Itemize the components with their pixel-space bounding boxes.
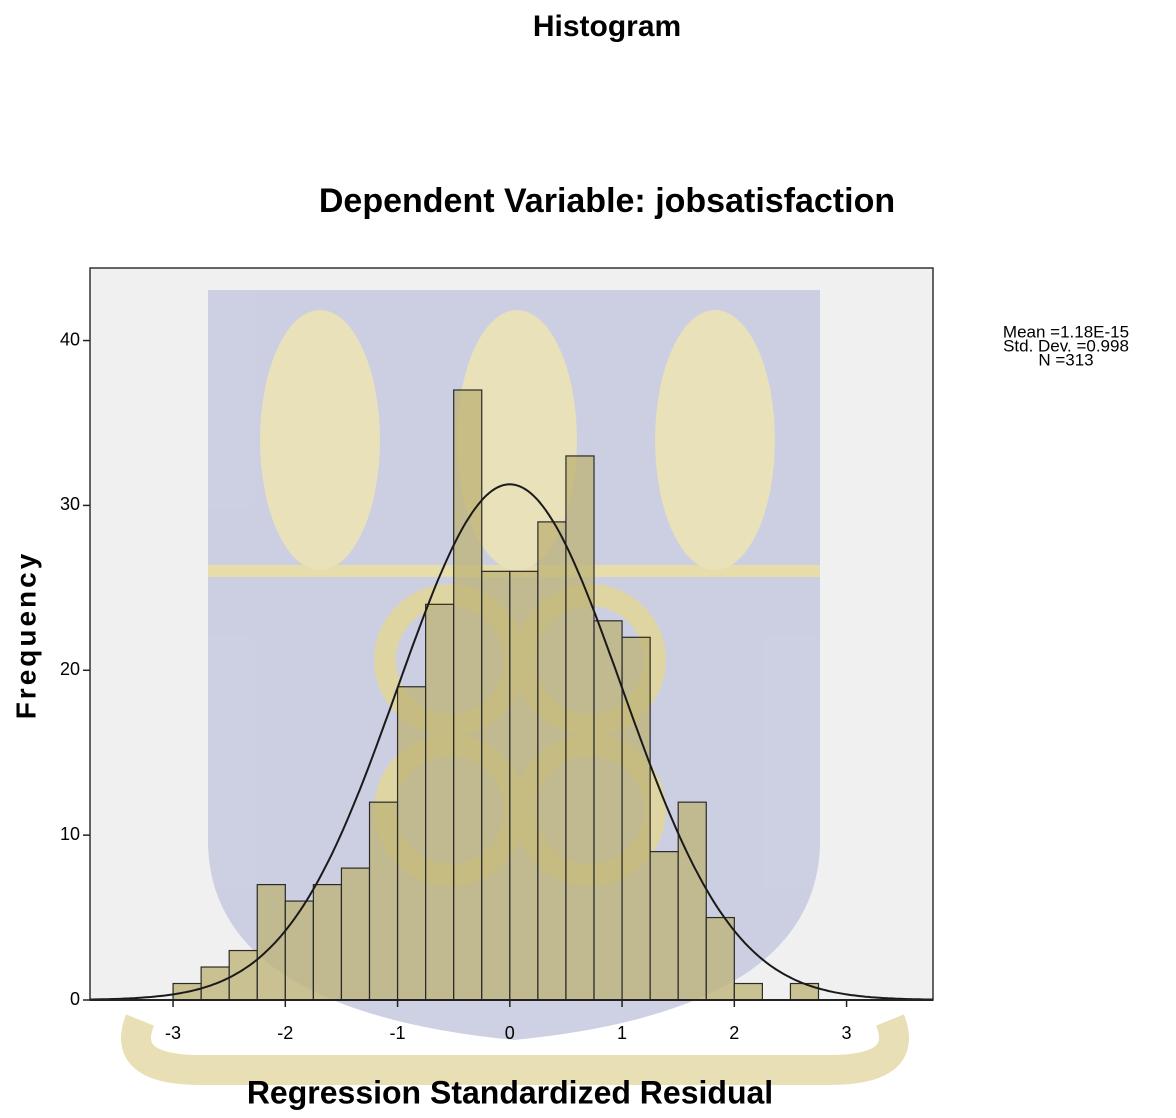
bar (368, 801, 399, 1001)
bar (312, 883, 343, 1001)
x-tick-label: -1 (390, 1023, 406, 1043)
bar (537, 521, 567, 1001)
x-tick-label: 3 (842, 1023, 852, 1043)
x-tick-label: -3 (165, 1023, 181, 1043)
bar (565, 455, 595, 1001)
bar (340, 867, 371, 1001)
bar (509, 570, 539, 1001)
bar (789, 982, 820, 1001)
bar (621, 636, 651, 1001)
bar (733, 982, 763, 1001)
bar (593, 620, 623, 1001)
stat-label: N =313 (1038, 350, 1093, 369)
bar (256, 883, 286, 1001)
bar (677, 801, 707, 1001)
bar (705, 916, 735, 1001)
x-tick-label: 2 (729, 1023, 739, 1043)
chart-title: Histogram (533, 10, 681, 43)
stat-label: Std. Dev. =0.998 (1003, 336, 1129, 355)
x-tick-label: 0 (505, 1023, 515, 1043)
bar (481, 570, 511, 1001)
bar (396, 686, 427, 1001)
x-tick-label: -2 (277, 1023, 293, 1043)
y-tick-label: 10 (60, 824, 80, 844)
bar (425, 603, 455, 1001)
y-tick-label: 20 (60, 659, 80, 679)
x-axis-label: Regression Standardized Residual (247, 1074, 773, 1110)
normal-curve (90, 483, 934, 1001)
y-tick-label: 0 (70, 989, 80, 1009)
x-tick-label: 1 (617, 1023, 627, 1043)
bar (649, 851, 679, 1001)
y-axis-label: Frequency (10, 551, 41, 720)
y-tick-label: 30 (60, 494, 80, 514)
chart-subtitle: Dependent Variable: jobsatisfaction (319, 182, 895, 220)
y-tick-label: 40 (60, 329, 80, 349)
bar (453, 389, 483, 1001)
bar (284, 900, 314, 1001)
stat-label: Mean =1.18E-15 (1003, 322, 1129, 341)
